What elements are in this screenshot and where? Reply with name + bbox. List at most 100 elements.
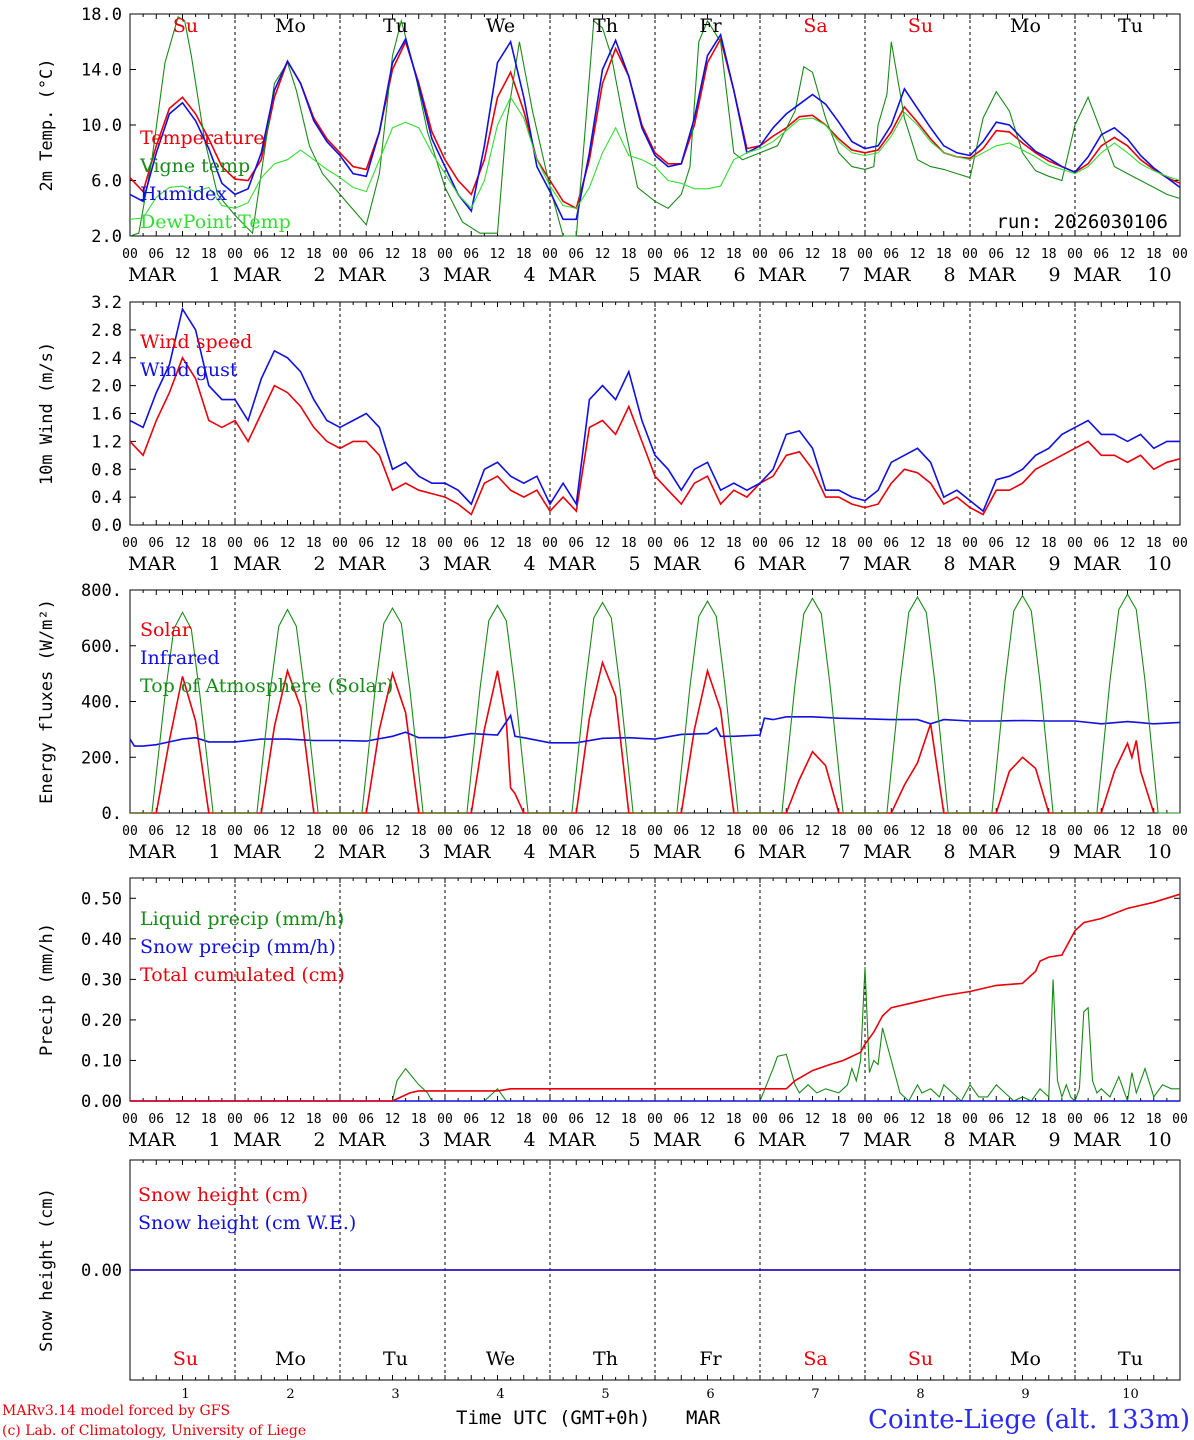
hour-tick-label: 00 <box>437 536 453 551</box>
y-tick-label: 0.00 <box>81 1092 122 1112</box>
hour-tick-label: 18 <box>1041 536 1057 551</box>
month-label: MAR <box>863 264 911 286</box>
hour-tick-label: 06 <box>673 824 689 839</box>
legend-entry: Solar <box>140 619 192 641</box>
date-number-label: 3 <box>391 1387 399 1402</box>
month-label: MAR <box>443 553 491 575</box>
hour-tick-label: 18 <box>726 1112 742 1127</box>
hour-tick-label: 12 <box>805 247 821 262</box>
legend-entry: Humidex <box>140 183 227 205</box>
hour-tick-label: 00 <box>1067 824 1083 839</box>
weekday-label: Th <box>593 1348 618 1370</box>
hour-tick-label: 06 <box>358 824 374 839</box>
hour-tick-label: 12 <box>175 536 191 551</box>
hour-tick-label: 00 <box>752 247 768 262</box>
month-label: MAR <box>338 264 386 286</box>
day-number-label: 6 <box>733 1129 745 1151</box>
month-label: MAR <box>863 841 911 863</box>
hour-tick-label: 18 <box>1146 1112 1162 1127</box>
hour-tick-label: 18 <box>621 536 637 551</box>
hour-tick-label: 00 <box>647 536 663 551</box>
weekday-label: Tu <box>383 15 408 37</box>
day-number-label: 10 <box>1147 1129 1171 1151</box>
month-label: MAR <box>758 841 806 863</box>
hour-tick-label: 18 <box>306 536 322 551</box>
day-number-label: 5 <box>628 841 640 863</box>
day-number-label: 10 <box>1147 264 1171 286</box>
hour-tick-label: 12 <box>910 536 926 551</box>
day-number-label: 6 <box>733 264 745 286</box>
day-number-label: 7 <box>838 1129 850 1151</box>
y-tick-label: 0.8 <box>91 460 122 480</box>
month-label: MAR <box>338 553 386 575</box>
day-number-label: 9 <box>1048 553 1060 575</box>
hour-tick-label: 12 <box>490 824 506 839</box>
hour-tick-label: 12 <box>175 247 191 262</box>
weekday-label: Fr <box>699 15 722 37</box>
y-tick-label: 1.6 <box>91 405 122 425</box>
hour-tick-label: 00 <box>1172 536 1188 551</box>
y-tick-label: 400. <box>81 693 122 713</box>
day-number-label: 9 <box>1048 841 1060 863</box>
series-total-cumulated-cm <box>130 893 1181 1102</box>
hour-tick-label: 12 <box>385 247 401 262</box>
hour-tick-label: 18 <box>201 1112 217 1127</box>
month-label: MAR <box>653 553 701 575</box>
y-tick-label: 0.30 <box>81 970 122 990</box>
month-label: MAR <box>338 1129 386 1151</box>
hour-tick-label: 12 <box>280 247 296 262</box>
hour-tick-label: 00 <box>752 1112 768 1127</box>
day-number-label: 4 <box>523 264 535 286</box>
hour-tick-label: 18 <box>621 824 637 839</box>
hour-tick-label: 00 <box>437 824 453 839</box>
date-number-label: 1 <box>181 1387 189 1402</box>
hour-tick-label: 18 <box>936 536 952 551</box>
y-tick-label: 2.0 <box>91 377 122 397</box>
hour-tick-label: 00 <box>1067 247 1083 262</box>
hour-tick-label: 00 <box>227 824 243 839</box>
hour-tick-label: 00 <box>1172 1112 1188 1127</box>
hour-tick-label: 18 <box>201 824 217 839</box>
hour-tick-label: 12 <box>805 536 821 551</box>
day-number-label: 8 <box>943 841 955 863</box>
hour-tick-label: 12 <box>700 1112 716 1127</box>
legend-entry: Snow height (cm) <box>138 1184 308 1206</box>
hour-tick-label: 00 <box>122 1112 138 1127</box>
legend-entry: Top of Atmosphere (Solar) <box>140 675 393 697</box>
weekday-label: Su <box>908 15 933 37</box>
hour-tick-label: 00 <box>437 247 453 262</box>
weekday-label: We <box>486 15 515 37</box>
y-tick-label: 200. <box>81 748 122 768</box>
hour-tick-label: 00 <box>227 536 243 551</box>
hour-tick-label: 00 <box>962 824 978 839</box>
day-number-label: 8 <box>943 1129 955 1151</box>
day-number-label: 10 <box>1147 841 1171 863</box>
hour-tick-label: 00 <box>647 1112 663 1127</box>
hour-tick-label: 18 <box>1041 247 1057 262</box>
weekday-label: We <box>486 1348 515 1370</box>
hour-tick-label: 06 <box>778 824 794 839</box>
hour-tick-label: 00 <box>962 247 978 262</box>
station-name: Cointe-Liege (alt. 133m) <box>868 1405 1190 1435</box>
legend-entry: Wind gust <box>140 359 238 381</box>
hour-tick-label: 00 <box>962 536 978 551</box>
hour-tick-label: 00 <box>542 1112 558 1127</box>
day-number-label: 1 <box>208 264 220 286</box>
hour-tick-label: 00 <box>857 247 873 262</box>
hour-tick-label: 00 <box>437 1112 453 1127</box>
hour-tick-label: 18 <box>516 536 532 551</box>
day-number-label: 4 <box>523 553 535 575</box>
day-number-label: 1 <box>208 1129 220 1151</box>
hour-tick-label: 12 <box>1015 824 1031 839</box>
weekday-label: Mo <box>1010 15 1041 37</box>
hour-tick-label: 06 <box>778 1112 794 1127</box>
y-tick-label: 600. <box>81 637 122 657</box>
weekday-label: Th <box>593 15 618 37</box>
hour-tick-label: 18 <box>411 247 427 262</box>
hour-tick-label: 18 <box>726 824 742 839</box>
hour-tick-label: 12 <box>1015 247 1031 262</box>
hour-tick-label: 18 <box>306 1112 322 1127</box>
day-number-label: 1 <box>208 553 220 575</box>
hour-tick-label: 12 <box>1120 536 1136 551</box>
hour-tick-label: 12 <box>280 1112 296 1127</box>
